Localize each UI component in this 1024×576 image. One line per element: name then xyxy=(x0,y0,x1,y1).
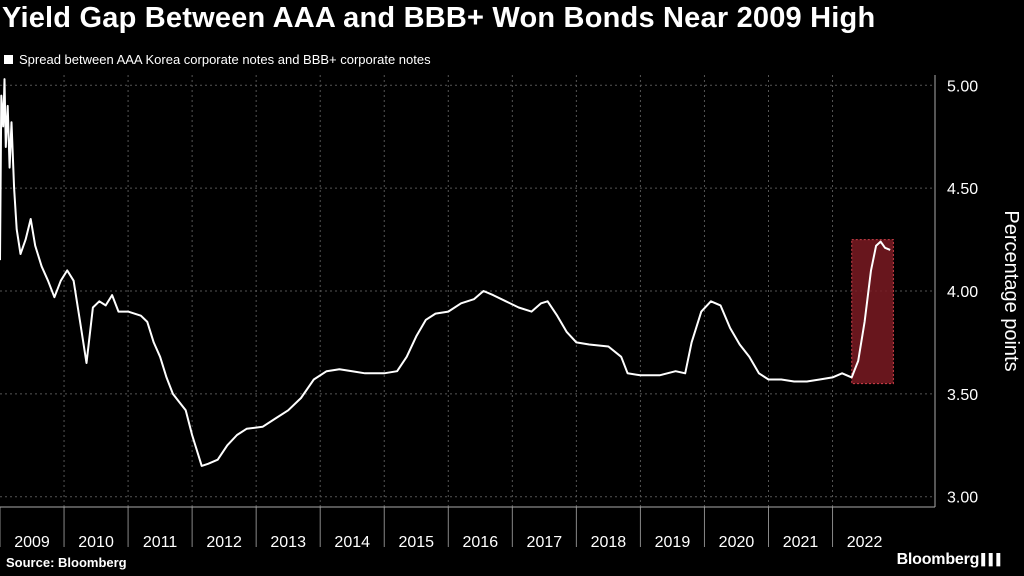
legend: Spread between AAA Korea corporate notes… xyxy=(4,52,431,67)
y-tick-label: 3.50 xyxy=(947,387,978,404)
x-tick-label: 2010 xyxy=(78,534,114,551)
x-tick-label: 2018 xyxy=(591,534,627,551)
legend-label: Spread between AAA Korea corporate notes… xyxy=(19,52,431,67)
x-tick-label: 2020 xyxy=(719,534,755,551)
legend-swatch-icon xyxy=(4,55,13,64)
series-line xyxy=(0,78,891,467)
x-tick-label: 2013 xyxy=(270,534,306,551)
y-tick-label: 4.00 xyxy=(947,284,978,301)
source-note: Source: Bloomberg xyxy=(6,555,127,570)
x-tick-label: 2011 xyxy=(143,534,178,551)
y-axis-label: Percentage points xyxy=(1000,210,1022,371)
x-tick-label: 2012 xyxy=(206,534,242,551)
bars-icon: ▌▌▌ xyxy=(981,554,1004,566)
x-tick-label: 2014 xyxy=(334,534,370,551)
x-tick-label: 2019 xyxy=(655,534,691,551)
y-tick-label: 3.00 xyxy=(947,490,978,507)
brand-text: Bloomberg xyxy=(896,551,980,568)
y-tick-label: 5.00 xyxy=(947,78,978,95)
x-tick-label: 2021 xyxy=(783,534,819,551)
x-tick-label: 2015 xyxy=(398,534,434,551)
bloomberg-logo: Bloomberg ▌▌▌ xyxy=(896,551,1005,569)
x-tick-label: 2016 xyxy=(463,534,499,551)
x-tick-label: 2022 xyxy=(847,534,883,551)
y-tick-label: 4.50 xyxy=(947,181,978,198)
chart-title: Yield Gap Between AAA and BBB+ Won Bonds… xyxy=(2,2,876,34)
x-tick-label: 2017 xyxy=(527,534,563,551)
x-tick-label: 2009 xyxy=(14,534,50,551)
